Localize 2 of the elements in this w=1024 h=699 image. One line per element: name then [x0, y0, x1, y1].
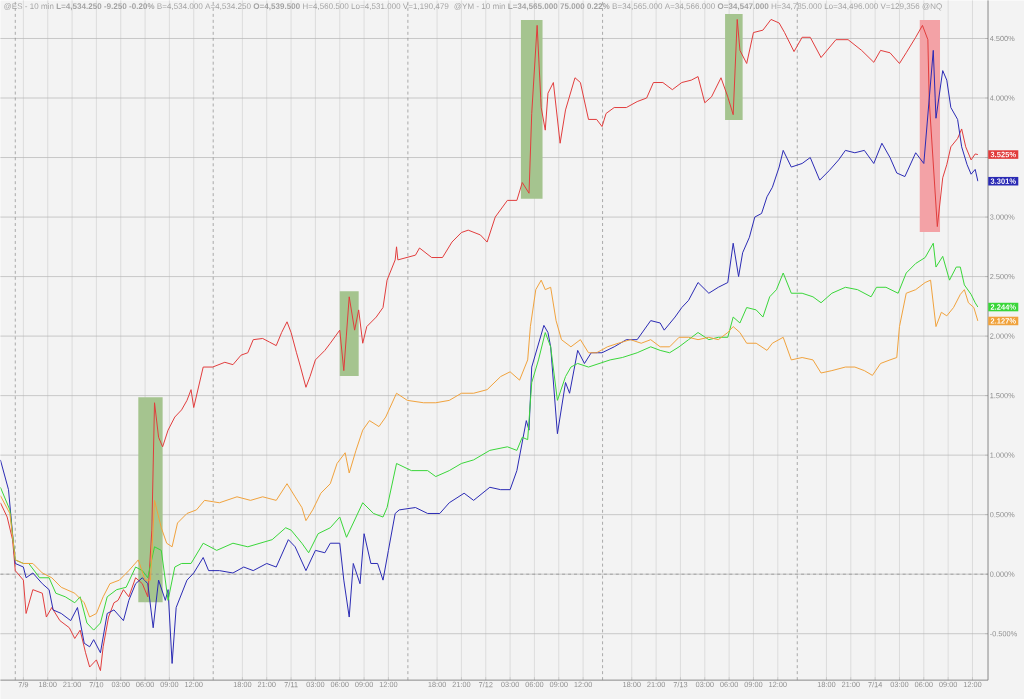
annotation: @ES - 10 min L=4,534.250 -9.250 -0.20% B=4,534.000 A=4,534.250 O=4,539.500 H=4,560.500 Lo=4,531.000 V=1,190,479	[4, 3, 449, 11]
annotation: @YM - 10 min L=34,565.000 75.000 0.22% B=34,565.000 A=34,566.000 O=34,547.000 H=34,785.000 Lo=34,496.000 V=129,356 @NQ	[454, 3, 942, 11]
